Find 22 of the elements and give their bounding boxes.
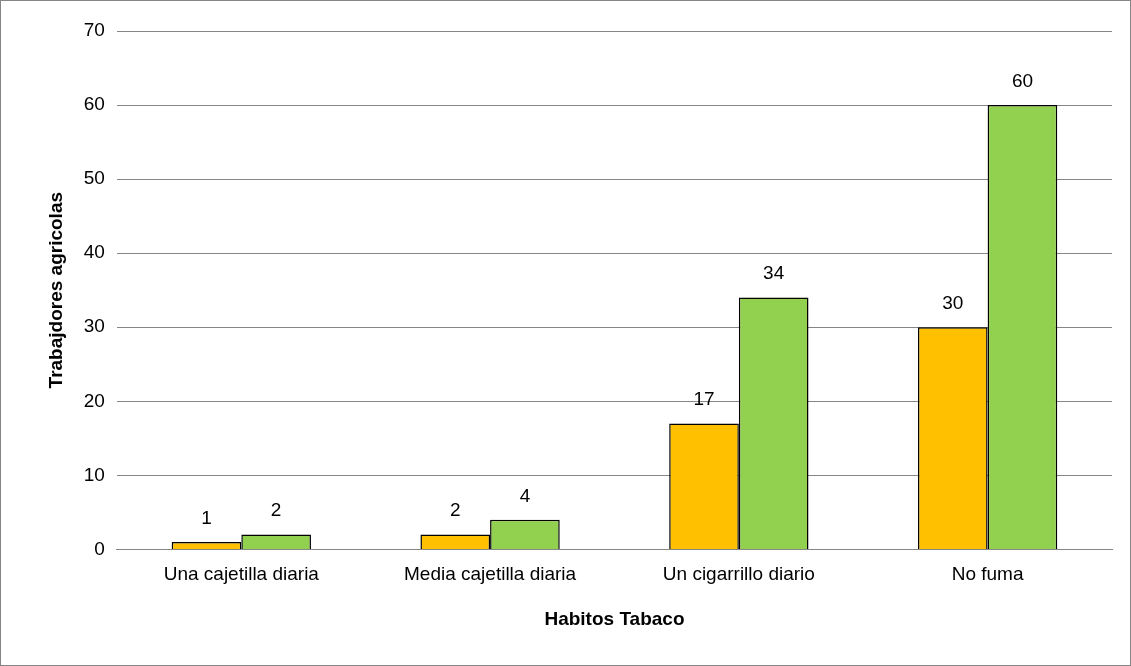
data-label: 30 bbox=[942, 291, 964, 313]
y-tick-label: 70 bbox=[83, 19, 105, 41]
y-tick-label: 20 bbox=[83, 389, 105, 411]
y-tick-label: 30 bbox=[83, 315, 105, 337]
data-label: 4 bbox=[519, 484, 531, 506]
y-tick-label: 60 bbox=[83, 93, 105, 115]
data-label: 1 bbox=[201, 506, 212, 528]
data-label: 17 bbox=[693, 388, 715, 410]
y-tick-label: 40 bbox=[83, 241, 105, 263]
data-label: 2 bbox=[270, 499, 282, 521]
x-tick-label: No fuma bbox=[951, 563, 1024, 585]
x-tick-label: Media cajetilla diaria bbox=[404, 563, 577, 585]
data-label: 34 bbox=[763, 262, 785, 284]
x-axis-title: Habitos Tabaco bbox=[544, 607, 685, 629]
y-tick-label: 0 bbox=[94, 537, 105, 559]
x-tick-label: Una cajetilla diaria bbox=[163, 563, 320, 585]
x-tick-label: Un cigarrillo diario bbox=[662, 563, 815, 585]
y-tick-label: 10 bbox=[83, 463, 105, 485]
y-tick-label: 50 bbox=[83, 167, 105, 189]
data-label: 2 bbox=[449, 499, 461, 521]
data-label: 60 bbox=[1011, 69, 1034, 91]
y-axis-title: Trabajdores agricolas bbox=[44, 191, 66, 389]
